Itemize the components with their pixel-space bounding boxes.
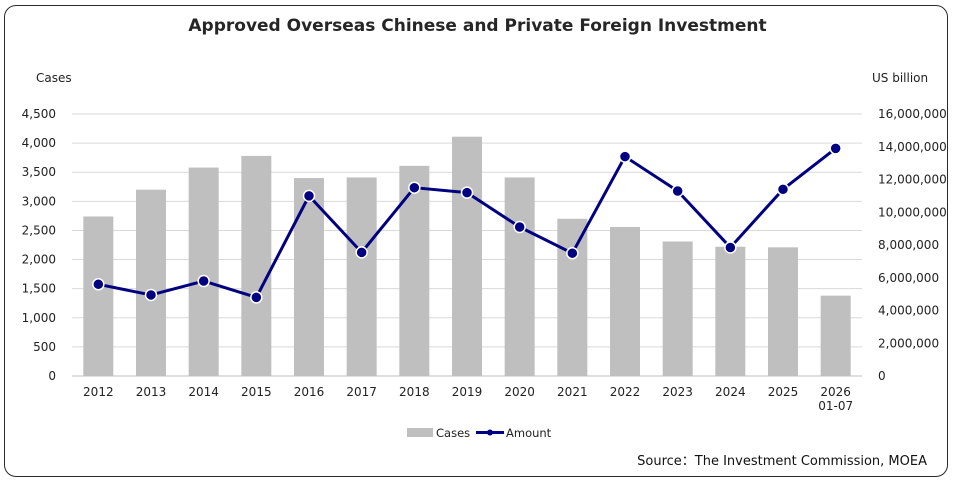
bar — [557, 218, 588, 376]
bar — [346, 177, 377, 376]
x-tick-label: 2024 — [715, 385, 746, 399]
legend-label-amount: Amount — [506, 426, 552, 440]
axes: 0 500 1,000 1,500 2,000 2,500 3,000 3,500 4,000 4… — [22, 107, 947, 413]
bar — [610, 226, 640, 376]
y-right-tick-label: 8,000,000 — [878, 238, 939, 252]
y-left-tick-label: 4,000 — [22, 136, 56, 150]
line-point — [724, 241, 737, 254]
y-left-tick-label: 2,500 — [22, 223, 56, 237]
bar — [136, 189, 166, 376]
x-tick-label: 2014 — [188, 385, 219, 399]
bar — [241, 155, 272, 376]
y-left-tick-label: 0 — [48, 369, 56, 383]
y-axis-left-label: Cases — [36, 71, 72, 85]
line-point — [144, 288, 158, 302]
y-left-tick-label: 500 — [33, 340, 56, 354]
line-point — [250, 291, 263, 304]
y-axis-right-label: US billion — [872, 71, 928, 85]
y-right-tick-label: 0 — [878, 369, 886, 383]
line-point — [302, 189, 316, 203]
y-right-tick-label: 6,000,000 — [878, 271, 939, 285]
x-tick-label: 2022 — [610, 385, 641, 399]
bar — [504, 177, 535, 376]
line-point — [92, 278, 105, 291]
y-left-tick-label: 4,500 — [22, 107, 56, 121]
x-tick-label: 2019 — [452, 385, 483, 399]
x-tick-label: 2026 — [820, 385, 851, 399]
y-right-tick-label: 2,000,000 — [878, 336, 939, 350]
bar — [188, 167, 219, 376]
y-left-tick-label: 1,000 — [22, 311, 56, 325]
bar — [399, 165, 430, 376]
chart-title: Approved Overseas Chinese and Private Fo… — [188, 16, 767, 36]
x-tick-label: 2016 — [294, 385, 325, 399]
line-point — [355, 246, 368, 259]
bar — [294, 178, 324, 376]
line-point — [829, 142, 842, 155]
bar — [662, 241, 693, 376]
x-tick-label: 2012 — [83, 385, 114, 399]
bar — [768, 247, 798, 376]
x-tick-label: 2013 — [136, 385, 167, 399]
x-tick-label: 2017 — [346, 385, 377, 399]
line-series-amount — [92, 142, 842, 304]
x-tick-label: 2020 — [504, 385, 535, 399]
bar-series-cases — [83, 136, 851, 376]
line-point — [197, 274, 210, 288]
x-tick-label: 2025 — [768, 385, 799, 399]
y-left-tick-label: 2,000 — [22, 253, 56, 267]
x-tick-label: 01-07 — [818, 399, 853, 413]
bar — [83, 216, 114, 376]
legend: Cases Amount — [407, 426, 552, 440]
line-point — [513, 220, 526, 234]
legend-label-cases: Cases — [436, 426, 470, 440]
line-point — [776, 183, 790, 196]
x-tick-label: 2018 — [399, 385, 430, 399]
line-point — [460, 186, 474, 199]
line-point — [618, 150, 632, 163]
y-right-tick-label: 4,000,000 — [878, 304, 939, 318]
y-right-tick-label: 10,000,000 — [878, 205, 947, 219]
line-point — [671, 184, 684, 198]
line-point — [566, 246, 579, 260]
y-left-tick-label: 3,000 — [22, 194, 56, 208]
line-point — [408, 181, 421, 194]
bar — [715, 246, 746, 376]
y-right-tick-label: 14,000,000 — [878, 140, 947, 154]
source-note: Source：The Investment Commission, MOEA — [637, 454, 927, 469]
y-left-tick-label: 1,500 — [22, 282, 56, 296]
x-tick-label: 2023 — [662, 385, 693, 399]
y-left-tick-label: 3,500 — [22, 165, 56, 179]
x-tick-label: 2015 — [241, 385, 272, 399]
legend-swatch-cases — [407, 428, 433, 437]
legend-swatch-amount-marker — [487, 429, 493, 436]
x-tick-label: 2021 — [557, 385, 588, 399]
y-right-tick-label: 16,000,000 — [878, 107, 947, 121]
bar — [820, 295, 851, 376]
y-right-tick-label: 12,000,000 — [878, 173, 947, 187]
bar — [452, 136, 482, 376]
